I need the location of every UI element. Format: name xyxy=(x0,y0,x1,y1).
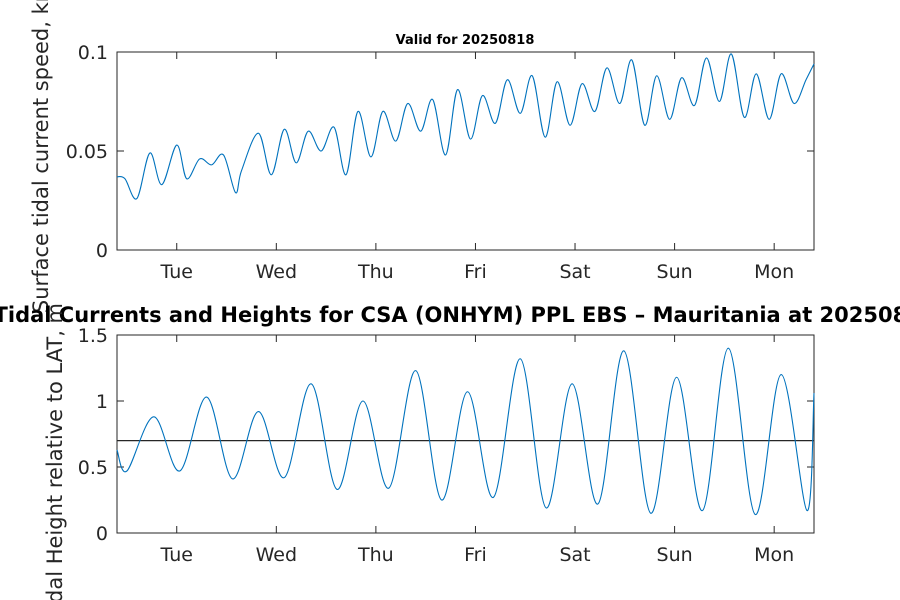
tidal-height-ylabel: Tidal Height relative to LAT, m xyxy=(43,303,67,600)
tidal-height-plot-area xyxy=(116,334,815,534)
tidal-height-ytick-label: 0 xyxy=(96,523,108,545)
tidal-height-xtick-label: Thu xyxy=(357,544,394,566)
current-speed-xtick-label: Tue xyxy=(160,261,193,283)
current-speed-xtick-label: Thu xyxy=(357,261,394,283)
tidal-height-title: Tidal Currents and Heights for CSA (ONHY… xyxy=(0,303,900,327)
current-speed-ytick-label: 0.1 xyxy=(78,42,108,64)
tidal-height-ytick-label: 1.5 xyxy=(78,325,108,347)
tidal-height-xtick-label: Wed xyxy=(256,544,297,566)
current-speed-title: Valid for 20250818 xyxy=(396,33,535,48)
current-speed-xtick-label: Sat xyxy=(559,261,590,283)
current-speed-plot-area xyxy=(116,51,815,251)
current-speed-ticks: Tue Wed Thu Fri Sat Sun Mon 0 0.05 0.1 xyxy=(66,42,814,283)
tidal-height-xtick-label: Sun xyxy=(657,544,693,566)
current-speed-xtick-label: Wed xyxy=(256,261,297,283)
tidal-height-ytick-label: 0.5 xyxy=(78,457,108,479)
tidal-height-xtick-label: Fri xyxy=(464,544,487,566)
tidal-height-panel: Tue Wed Thu Fri Sat Sun Mon 0 0.5 1 1.5 Tidal Curr… xyxy=(0,303,900,600)
current-speed-xtick-label: Sun xyxy=(657,261,693,283)
tidal-height-xtick-label: Tue xyxy=(160,544,193,566)
tidal-height-ytick-label: 1 xyxy=(96,391,108,413)
current-speed-xtick-label: Fri xyxy=(464,261,487,283)
tidal-height-series-line xyxy=(116,347,815,516)
current-speed-ytick-label: 0 xyxy=(96,240,108,262)
tidal-height-ticks: Tue Wed Thu Fri Sat Sun Mon 0 0.5 1 1.5 xyxy=(78,325,814,566)
current-speed-panel: Tue Wed Thu Fri Sat Sun Mon 0 0.05 0.1 Valid for … xyxy=(29,0,815,313)
current-speed-series-line xyxy=(116,53,815,200)
current-speed-ylabel: Surface tidal current speed, kn xyxy=(29,0,53,313)
tidal-height-xtick-label: Mon xyxy=(754,544,794,566)
tidal-height-xtick-label: Sat xyxy=(559,544,590,566)
current-speed-ytick-label: 0.05 xyxy=(66,141,108,163)
current-speed-xtick-label: Mon xyxy=(754,261,794,283)
